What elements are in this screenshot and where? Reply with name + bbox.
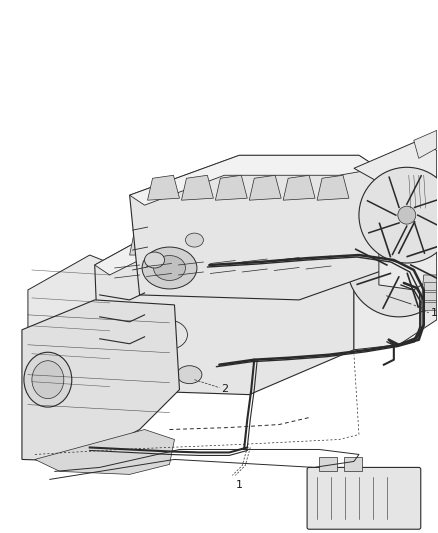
Polygon shape — [283, 175, 315, 200]
Text: 1: 1 — [431, 308, 438, 318]
Polygon shape — [215, 175, 247, 200]
Polygon shape — [35, 430, 174, 474]
Polygon shape — [414, 131, 437, 158]
Polygon shape — [421, 275, 437, 308]
Circle shape — [398, 206, 416, 224]
Ellipse shape — [130, 354, 159, 376]
Polygon shape — [243, 225, 273, 255]
Circle shape — [347, 213, 438, 317]
Bar — [95, 310, 140, 345]
Bar — [424, 302, 436, 310]
Ellipse shape — [142, 247, 197, 289]
Ellipse shape — [41, 412, 69, 427]
Polygon shape — [28, 255, 115, 415]
Polygon shape — [130, 155, 379, 205]
Polygon shape — [339, 175, 437, 350]
Polygon shape — [130, 155, 384, 300]
FancyBboxPatch shape — [307, 467, 421, 529]
Polygon shape — [95, 210, 354, 275]
Polygon shape — [130, 225, 159, 255]
Bar — [424, 282, 436, 290]
Polygon shape — [22, 300, 180, 462]
Polygon shape — [167, 225, 198, 255]
Ellipse shape — [154, 255, 185, 280]
Text: 2: 2 — [221, 384, 229, 394]
Polygon shape — [404, 163, 437, 212]
Polygon shape — [249, 175, 281, 200]
Polygon shape — [317, 175, 349, 200]
Text: 1: 1 — [236, 480, 243, 490]
Ellipse shape — [145, 252, 165, 268]
Ellipse shape — [24, 352, 72, 407]
Bar — [344, 457, 362, 471]
Polygon shape — [181, 175, 213, 200]
Circle shape — [389, 255, 409, 275]
Polygon shape — [354, 140, 437, 290]
Ellipse shape — [177, 366, 202, 384]
Circle shape — [359, 167, 438, 263]
Bar — [424, 292, 436, 300]
Ellipse shape — [33, 408, 77, 431]
Ellipse shape — [185, 233, 203, 247]
Polygon shape — [95, 210, 354, 394]
Bar — [319, 457, 337, 471]
Polygon shape — [205, 225, 235, 255]
Ellipse shape — [32, 361, 64, 399]
Polygon shape — [148, 175, 180, 200]
